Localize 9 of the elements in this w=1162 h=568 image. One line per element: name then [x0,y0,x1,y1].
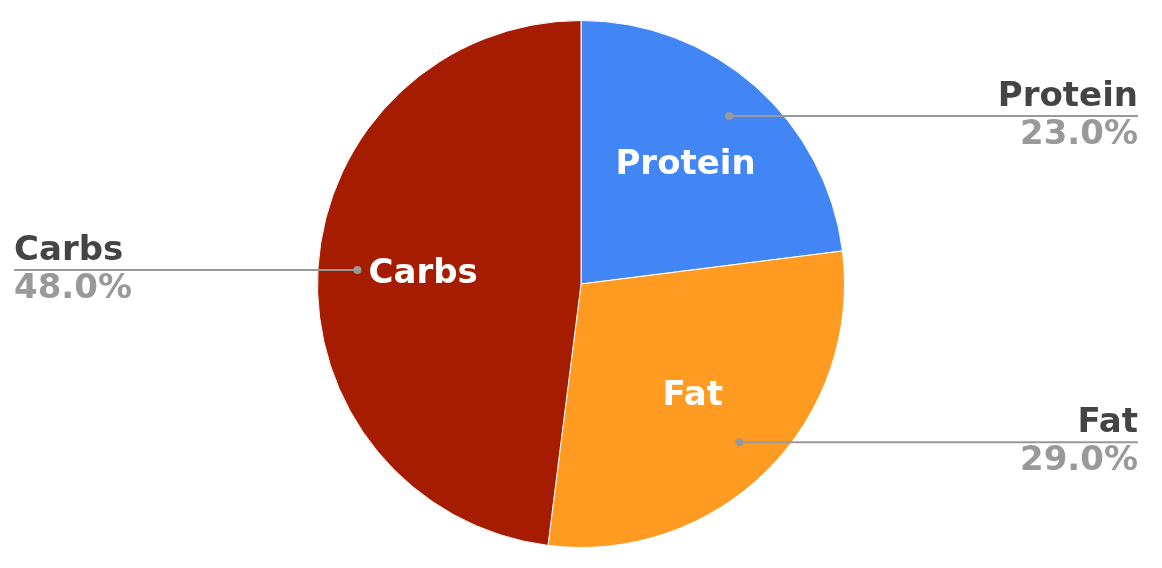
slice-label: Fat [662,372,724,413]
data-label: 29.0% [1020,438,1138,479]
data-label: 48.0% [14,265,132,306]
slice-label: Fat [1077,400,1138,441]
slice-label: Carbs [14,227,124,268]
slice-label: Protein [615,142,756,183]
slice-label: Protein [997,73,1138,114]
data-label: 23.0% [1020,111,1138,152]
slice-label: Carbs [368,250,478,291]
